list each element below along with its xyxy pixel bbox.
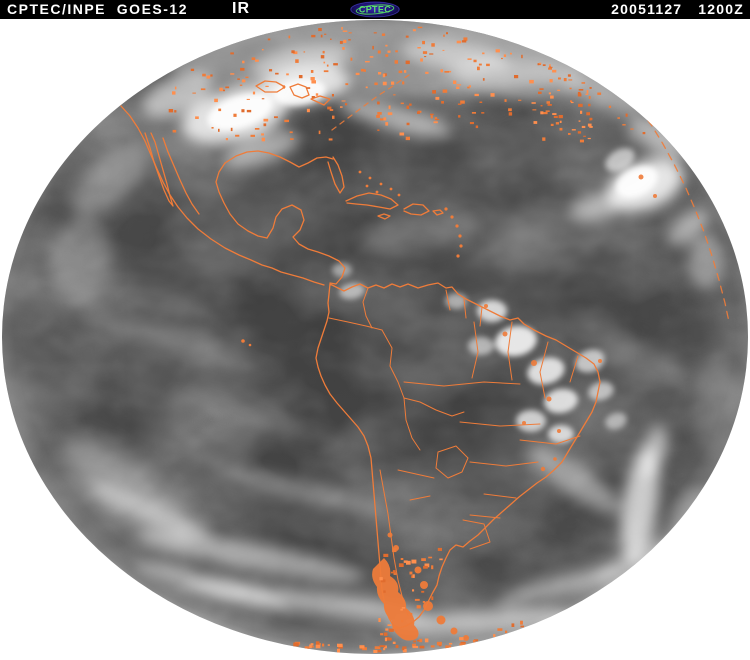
jamaica-coast [377, 213, 391, 220]
galapagos-dots [241, 339, 252, 347]
header-bar: CPTEC/INPE GOES-12 IR CPTEC 20051127 1200… [0, 0, 750, 19]
limb-glow [62, 433, 198, 551]
cptec-logo: CPTEC [349, 1, 401, 18]
date-label: 20051127 [611, 1, 683, 17]
florida-coast [327, 156, 345, 194]
africa-west-coast [639, 109, 730, 323]
gulf-coast [224, 150, 334, 168]
us-east-coast [331, 74, 410, 131]
timestamp: 20051127 1200Z [611, 1, 744, 17]
cuba-coast [345, 192, 399, 210]
gulf-of-california-coast [162, 137, 200, 215]
bahamas-dots [358, 170, 401, 197]
logo-orbit-ring [355, 4, 395, 15]
orange-cold-pixel-marks [241, 170, 657, 641]
product-title: CPTEC/INPE GOES-12 [7, 1, 188, 17]
yucatan-central-america-coast [266, 204, 346, 285]
time-label: 1200Z [698, 1, 744, 17]
cold-cloud-top-specks [484, 174, 657, 472]
cold-surface-speckle [168, 26, 646, 653]
lesser-antilles-dots [444, 207, 463, 258]
north-america-west-coast [120, 105, 325, 286]
mexico-gulf-coast [215, 162, 268, 239]
south-america-coast [315, 282, 601, 629]
puerto-rico-coast [432, 209, 444, 216]
patagonia-ice-patch [372, 532, 469, 641]
channel-label: IR [232, 0, 250, 17]
logo-text: CPTEC [359, 5, 391, 15]
coastline-border-overlay [120, 74, 730, 629]
baja-california-coast [144, 132, 174, 207]
hispaniola-coast [403, 203, 430, 216]
